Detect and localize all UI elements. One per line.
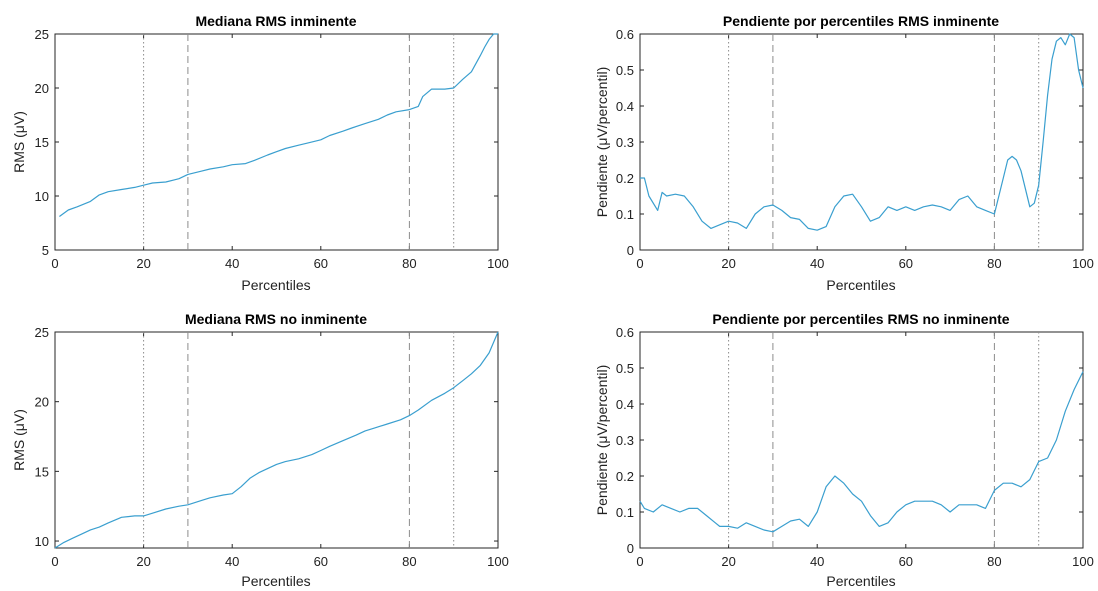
y-axis-label: Pendiente (μV/percentil) (594, 67, 610, 217)
x-axis-label: Percentiles (241, 573, 310, 589)
x-tick-label: 80 (987, 256, 1001, 271)
panel-mediana-rms-inminente: Mediana RMS inminente Percentiles RMS (μ… (11, 13, 509, 293)
series-line (59, 33, 498, 217)
y-tick-label: 20 (35, 395, 49, 410)
x-tick-label: 80 (402, 554, 416, 569)
x-tick-label: 20 (721, 256, 735, 271)
x-tick-label: 0 (51, 554, 58, 569)
x-tick-label: 60 (314, 256, 328, 271)
x-tick-label: 40 (225, 554, 239, 569)
series-line (640, 33, 1084, 231)
y-tick-label: 20 (35, 81, 49, 96)
panel-mediana-rms-no-inminente: Mediana RMS no inminente Percentiles RMS… (11, 311, 509, 589)
x-tick-label: 0 (51, 256, 58, 271)
series-line (54, 331, 499, 549)
x-tick-label: 20 (721, 554, 735, 569)
y-tick-label: 10 (35, 189, 49, 204)
x-tick-label: 40 (810, 256, 824, 271)
x-tick-label: 60 (899, 256, 913, 271)
y-tick-label: 0.2 (616, 171, 634, 186)
reference-lines (143, 34, 455, 250)
y-tick-label: 0.6 (616, 27, 634, 42)
y-tick-label: 0.6 (616, 325, 634, 340)
x-tick-label: 0 (636, 554, 643, 569)
x-tick-label: 80 (402, 256, 416, 271)
x-axis-label: Percentiles (826, 277, 895, 293)
x-tick-label: 100 (487, 554, 509, 569)
x-tick-label: 80 (987, 554, 1001, 569)
ticks: 0 20 40 60 80 100 10 15 20 25 (35, 325, 509, 569)
ticks: 0 20 40 60 80 100 5 10 15 20 25 (35, 27, 509, 271)
y-tick-label: 25 (35, 27, 49, 42)
x-tick-label: 100 (1072, 554, 1094, 569)
y-axis-label: Pendiente (μV/percentil) (594, 365, 610, 515)
axes-frame (54, 331, 499, 549)
y-tick-label: 0.3 (616, 135, 634, 150)
ticks: 0 20 40 60 80 100 0 0.1 0.2 0.3 0.4 0.5 0.6 (616, 27, 1094, 271)
reference-lines (143, 332, 455, 548)
y-tick-label: 0.1 (616, 207, 634, 222)
y-tick-label: 0.5 (616, 63, 634, 78)
x-tick-label: 0 (636, 256, 643, 271)
y-tick-label: 0.1 (616, 505, 634, 520)
reference-lines (728, 332, 1040, 548)
x-tick-label: 100 (487, 256, 509, 271)
x-tick-label: 40 (810, 554, 824, 569)
y-tick-label: 0.2 (616, 469, 634, 484)
y-tick-label: 0 (627, 541, 634, 556)
chart-title: Pendiente por percentiles RMS no inminen… (712, 311, 1009, 327)
x-tick-label: 60 (899, 554, 913, 569)
axes-frame (54, 33, 499, 251)
panel-pendiente-rms-no-inminente: Pendiente por percentiles RMS no inminen… (594, 311, 1094, 589)
x-axis-label: Percentiles (241, 277, 310, 293)
axes-frame (639, 33, 1084, 251)
chart-title: Pendiente por percentiles RMS inminente (723, 13, 999, 29)
reference-lines (728, 34, 1040, 250)
x-tick-label: 60 (314, 554, 328, 569)
x-tick-label: 20 (136, 256, 150, 271)
ticks: 0 20 40 60 80 100 0 0.1 0.2 0.3 0.4 0.5 0.6 (616, 325, 1094, 569)
y-tick-label: 5 (42, 243, 49, 258)
y-tick-label: 15 (35, 464, 49, 479)
y-tick-label: 0.5 (616, 361, 634, 376)
y-tick-label: 10 (35, 534, 49, 549)
y-tick-label: 0.3 (616, 433, 634, 448)
y-axis-label: RMS (μV) (11, 111, 27, 173)
series-line (639, 371, 1084, 533)
panel-pendiente-rms-inminente: Pendiente por percentiles RMS inminente … (594, 13, 1094, 293)
y-tick-label: 0 (627, 243, 634, 258)
chart-title: Mediana RMS inminente (195, 13, 356, 29)
x-axis-label: Percentiles (826, 573, 895, 589)
y-tick-label: 25 (35, 325, 49, 340)
y-tick-label: 15 (35, 135, 49, 150)
y-tick-label: 0.4 (616, 99, 634, 114)
x-tick-label: 40 (225, 256, 239, 271)
x-tick-label: 20 (136, 554, 150, 569)
chart-title: Mediana RMS no inminente (185, 311, 367, 327)
x-tick-label: 100 (1072, 256, 1094, 271)
y-tick-label: 0.4 (616, 397, 634, 412)
y-axis-label: RMS (μV) (11, 409, 27, 471)
